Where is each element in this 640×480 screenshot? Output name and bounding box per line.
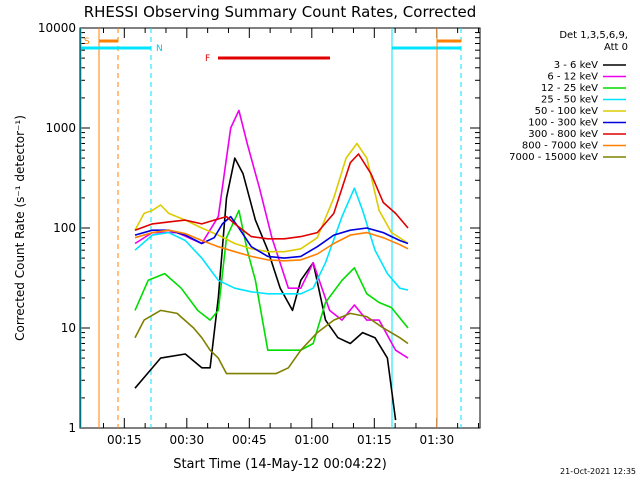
x-axis: 00:15 00:30 00:45 01:00 01:15 01:30	[102, 28, 479, 447]
legend-label: 3 - 6 keV	[554, 60, 598, 71]
series-line-7	[134, 153, 409, 240]
series-line-3	[134, 209, 409, 351]
legend-label: 6 - 12 keV	[547, 72, 598, 83]
legend-label: 7000 - 15000 keV	[509, 152, 598, 163]
series-line-1	[134, 157, 397, 421]
x-tick-label: 01:30	[420, 433, 455, 447]
x-tick-label: 00:45	[232, 433, 267, 447]
series-line-9	[134, 309, 409, 375]
saa-label: S	[84, 37, 90, 47]
series-line-8	[134, 229, 409, 262]
legend-label: 12 - 25 keV	[541, 83, 598, 94]
y-tick-label: 1000	[45, 121, 76, 135]
x-tick-label: 00:30	[170, 433, 205, 447]
y-axis: 1 10 100 1000 10000	[38, 21, 480, 435]
x-axis-label: Start Time (14-May-12 00:04:22)	[173, 457, 387, 472]
legend-header-det: Det 1,3,5,6,9,	[559, 30, 628, 41]
series-line-4	[134, 187, 409, 295]
series-line-6	[134, 215, 409, 259]
y-tick-label: 10000	[38, 21, 76, 35]
flare-label: F	[205, 54, 210, 64]
legend-label: 25 - 50 keV	[541, 95, 598, 106]
y-axis-label: Corrected Count Rate (s⁻¹ detector⁻¹)	[13, 115, 27, 341]
x-tick-label: 01:15	[357, 433, 392, 447]
series-line-5	[134, 142, 409, 253]
series-line-2	[134, 109, 409, 359]
y-tick-label: 1	[68, 421, 76, 435]
series-group	[134, 109, 409, 421]
legend-label: 800 - 7000 keV	[522, 141, 598, 152]
y-tick-label: 10	[61, 321, 76, 335]
legend-label: 300 - 800 keV	[528, 129, 598, 140]
flag-markers: S N F	[80, 28, 462, 428]
footer-date: 21-Oct-2021 12:35	[560, 467, 636, 476]
y-tick-label: 100	[53, 221, 76, 235]
chart-title: RHESSI Observing Summary Count Rates, Co…	[84, 3, 477, 21]
x-tick-label: 01:00	[295, 433, 330, 447]
legend-header-att: Att 0	[604, 42, 628, 53]
legend-label: 100 - 300 keV	[528, 118, 598, 129]
legend-label: 50 - 100 keV	[535, 106, 599, 117]
night-label: N	[156, 44, 163, 54]
x-tick-label: 00:15	[107, 433, 142, 447]
